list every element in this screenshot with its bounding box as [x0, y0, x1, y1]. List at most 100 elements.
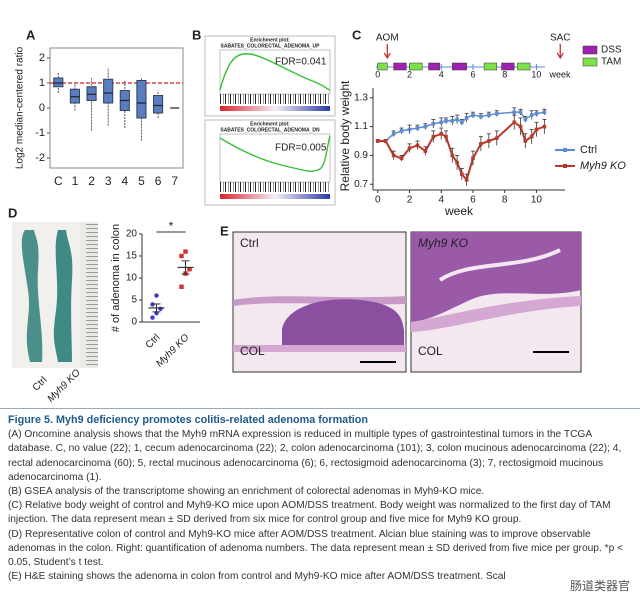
marker	[524, 139, 528, 143]
treatment-block	[502, 63, 515, 70]
x-tick-label: 7	[171, 174, 178, 188]
marker	[479, 115, 483, 119]
marker	[431, 135, 435, 139]
y-tick-label: 1.3	[354, 92, 368, 103]
marker	[460, 172, 464, 176]
box	[54, 78, 63, 87]
gsea-plot: Enrichment plot: SABATES_COLORECTAL_ADEN…	[205, 36, 335, 116]
point	[183, 249, 187, 253]
marker	[408, 128, 412, 132]
marker	[384, 139, 388, 143]
timeline-tick-label: 6	[470, 69, 475, 79]
marker	[487, 139, 491, 143]
x-tick-label: 2	[88, 174, 95, 188]
box	[137, 81, 146, 119]
box	[153, 96, 162, 114]
y-tick-label: 0.7	[354, 179, 368, 190]
y-tick-label: -1	[35, 127, 45, 139]
y-tick-label: 0	[39, 102, 45, 114]
treatment-block	[517, 63, 530, 70]
gsea-title: SABATES_COLORECTAL_ADENOMA_UP	[221, 43, 321, 49]
marker	[451, 154, 455, 158]
panel-label: E	[220, 223, 229, 238]
marker	[465, 178, 469, 182]
y-tick-label: 20	[126, 229, 138, 240]
treatment-name: DSS	[601, 45, 622, 56]
histology-label: Myh9 KO	[418, 236, 468, 250]
marker	[408, 146, 412, 150]
panel-label: A	[26, 27, 36, 42]
marker	[535, 112, 539, 116]
treatment-name: TAM	[601, 57, 621, 68]
x-tick-label: C	[54, 174, 63, 188]
y-tick-label: 5	[131, 295, 137, 306]
marker	[439, 132, 443, 136]
marker	[431, 122, 435, 126]
caption-paragraph: (D) Representative colon of control and …	[8, 528, 632, 571]
y-tick-label: 1.1	[354, 121, 368, 132]
marker	[444, 119, 448, 123]
marker	[512, 110, 516, 114]
marker	[530, 113, 534, 117]
watermark: 肠道类器官	[570, 577, 630, 594]
figure: A B C D E Enrichment plot: SABATES_COLOR…	[0, 0, 640, 406]
photo-label: Ctrl	[31, 375, 50, 394]
histology-image: Ctrl COL	[233, 232, 406, 372]
histology-image: Myh9 KO COL	[411, 232, 581, 372]
marker	[416, 144, 420, 148]
caption-paragraph: (E) H&E staining shows the adenoma in co…	[8, 570, 632, 584]
legend-marker	[563, 164, 567, 168]
y-tick-label: 0	[131, 317, 137, 328]
marker	[392, 132, 396, 136]
x-tick-label: 4	[438, 195, 444, 206]
fdr: FDR=0.005	[275, 143, 327, 154]
histology-region: COL	[240, 344, 265, 358]
marker	[451, 119, 455, 123]
timeline-tick-label: 8	[502, 69, 507, 79]
marker	[460, 120, 464, 124]
colon-photo: Ctrl Myh9 KO	[12, 222, 98, 405]
marker	[524, 118, 528, 122]
treatment-legend	[583, 58, 597, 66]
panel-label: D	[8, 205, 17, 220]
treatment-block	[452, 63, 466, 70]
caption: Figure 5. Myh9 deficiency promotes colit…	[0, 408, 640, 605]
point	[179, 254, 183, 258]
x-tick-label: 4	[121, 174, 128, 188]
marker	[424, 125, 428, 129]
caption-paragraph: (A) Oncomine analysis shows that the Myh…	[8, 428, 632, 485]
marker	[455, 161, 459, 165]
histology-region: COL	[418, 344, 443, 358]
gsea-title: SABATES_COLORECTAL_ADENOMA_DN	[220, 127, 320, 133]
x-tick-label: 3	[105, 174, 112, 188]
annotation-arrow	[384, 44, 390, 58]
x-tick-label: Ctrl	[144, 332, 163, 351]
annotation: AOM	[376, 33, 399, 44]
histology-label: Ctrl	[240, 236, 259, 250]
treatment-block	[429, 63, 440, 70]
marker	[519, 125, 523, 129]
marker	[471, 156, 475, 160]
timeline-tick-label: 4	[439, 69, 444, 79]
marker	[479, 142, 483, 146]
marker	[376, 139, 380, 143]
legend-label: Myh9 KO	[580, 160, 626, 172]
box	[104, 79, 113, 103]
marker	[530, 135, 534, 139]
marker	[400, 156, 404, 160]
x-tick-label: 10	[531, 195, 543, 206]
x-tick-label: 8	[502, 195, 508, 206]
marker	[512, 120, 516, 124]
point	[150, 315, 154, 319]
marker	[535, 128, 539, 132]
legend-marker	[563, 148, 567, 152]
y-tick-label: -2	[35, 152, 45, 164]
annotation: SAC	[550, 33, 571, 44]
treatment-block	[378, 63, 388, 70]
x-tick-label: 1	[72, 174, 79, 188]
marker	[424, 149, 428, 153]
x-tick-label: 0	[375, 195, 381, 206]
y-axis-label: Log2 median-centered ratio	[15, 46, 26, 169]
significance-label: *	[169, 219, 174, 233]
caption-paragraph: (C) Relative body weight of control and …	[8, 499, 632, 527]
